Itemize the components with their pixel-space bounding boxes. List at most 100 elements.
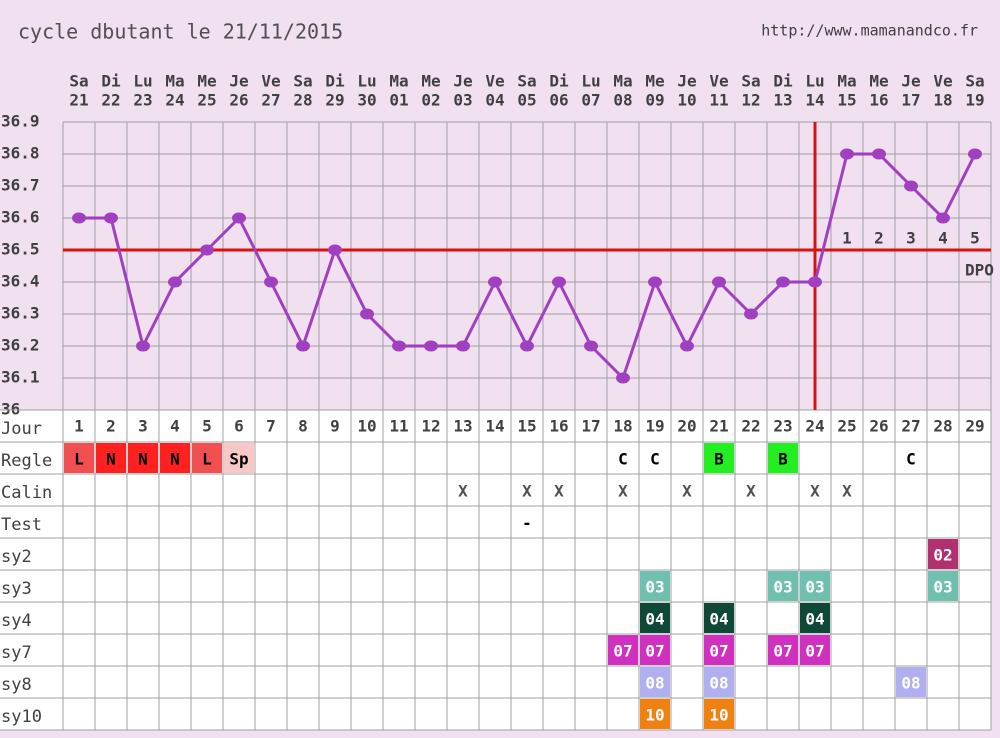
cell-text: 04 xyxy=(805,610,824,629)
cell-text: C xyxy=(650,450,660,469)
date-label: 04 xyxy=(485,91,504,110)
y-tick-label: 36.3 xyxy=(1,304,40,323)
day-number: 16 xyxy=(549,417,568,436)
date-label: 18 xyxy=(933,91,952,110)
cell-fill xyxy=(704,699,734,729)
cell-text: 02 xyxy=(933,546,952,565)
row-label: sy2 xyxy=(1,547,32,567)
cell-text: X xyxy=(746,482,756,501)
cell-fill xyxy=(704,443,734,473)
y-tick-label: 36.7 xyxy=(1,176,40,195)
day-number: 13 xyxy=(453,417,472,436)
weekday-label: Ma xyxy=(165,72,184,91)
day-number: 29 xyxy=(965,417,984,436)
weekday-label: Je xyxy=(229,72,248,91)
cell-fill xyxy=(192,443,222,473)
weekday-label: Lu xyxy=(581,72,600,91)
date-label: 02 xyxy=(421,91,440,110)
dpo-unit: DPO xyxy=(965,261,994,280)
temperature-point xyxy=(744,308,758,320)
cell-text: 03 xyxy=(805,578,824,597)
date-label: 06 xyxy=(549,91,568,110)
day-number: 7 xyxy=(266,417,276,436)
cell-text: 03 xyxy=(645,578,664,597)
date-label: 03 xyxy=(453,91,472,110)
weekday-label: Ma xyxy=(613,72,632,91)
day-number: 1 xyxy=(74,417,84,436)
temperature-point xyxy=(776,276,790,288)
day-number: 23 xyxy=(773,417,792,436)
cell-fill xyxy=(928,539,958,569)
y-tick-label: 36.2 xyxy=(1,336,40,355)
day-number: 18 xyxy=(613,417,632,436)
cell-fill xyxy=(768,571,798,601)
weekday-label: Me xyxy=(197,72,216,91)
cell-text: 07 xyxy=(773,642,792,661)
cell-text: 07 xyxy=(709,642,728,661)
date-label: 17 xyxy=(901,91,920,110)
day-number: 10 xyxy=(357,417,376,436)
cell-text: - xyxy=(522,514,532,533)
cell-text: C xyxy=(618,450,628,469)
day-number: 17 xyxy=(581,417,600,436)
weekday-label: Me xyxy=(645,72,664,91)
weekday-label: Je xyxy=(453,72,472,91)
temperature-point xyxy=(200,244,214,256)
date-label: 19 xyxy=(965,91,984,110)
cell-fill xyxy=(704,667,734,697)
day-number: 15 xyxy=(517,417,536,436)
cell-text: 08 xyxy=(645,674,664,693)
day-number: 9 xyxy=(330,417,340,436)
weekday-label: Sa xyxy=(965,72,984,91)
date-label: 12 xyxy=(741,91,760,110)
temperature-point xyxy=(232,212,246,224)
cell-fill xyxy=(640,571,670,601)
temperature-point xyxy=(456,340,470,352)
temperature-point xyxy=(104,212,118,224)
cell-text: C xyxy=(906,450,916,469)
cell-fill xyxy=(160,443,190,473)
day-number: 2 xyxy=(106,417,116,436)
temperature-point xyxy=(616,372,630,384)
temperature-point xyxy=(168,276,182,288)
cell-text: X xyxy=(810,482,820,501)
weekday-label: Je xyxy=(901,72,920,91)
cell-text: B xyxy=(778,450,788,469)
date-label: 22 xyxy=(101,91,120,110)
cell-text: X xyxy=(842,482,852,501)
day-number: 11 xyxy=(389,417,408,436)
date-label: 25 xyxy=(197,91,216,110)
weekday-label: Me xyxy=(421,72,440,91)
cell-fill xyxy=(704,603,734,633)
cell-fill xyxy=(704,635,734,665)
date-label: 05 xyxy=(517,91,536,110)
date-label: 23 xyxy=(133,91,152,110)
row-label: Calin xyxy=(1,483,52,503)
temperature-point xyxy=(520,340,534,352)
cell-text: 10 xyxy=(709,706,728,725)
temperature-point xyxy=(936,212,950,224)
weekday-label: Lu xyxy=(805,72,824,91)
temperature-point xyxy=(840,148,854,160)
date-label: 16 xyxy=(869,91,888,110)
cell-text: N xyxy=(138,450,148,469)
temperature-point xyxy=(296,340,310,352)
row-label: Regle xyxy=(1,451,52,471)
row-label: sy3 xyxy=(1,579,32,599)
date-label: 11 xyxy=(709,91,728,110)
cell-fill xyxy=(800,603,830,633)
day-number: 19 xyxy=(645,417,664,436)
temperature-point xyxy=(72,212,86,224)
temperature-point xyxy=(136,340,150,352)
dpo-label: 4 xyxy=(938,229,948,248)
row-label: sy7 xyxy=(1,643,32,663)
day-number: 26 xyxy=(869,417,888,436)
temperature-point xyxy=(712,276,726,288)
temperature-point xyxy=(968,148,982,160)
date-label: 30 xyxy=(357,91,376,110)
date-label: 28 xyxy=(293,91,312,110)
cell-text: 08 xyxy=(901,674,920,693)
cell-fill xyxy=(640,603,670,633)
cell-text: L xyxy=(74,450,84,469)
cell-fill xyxy=(64,443,94,473)
